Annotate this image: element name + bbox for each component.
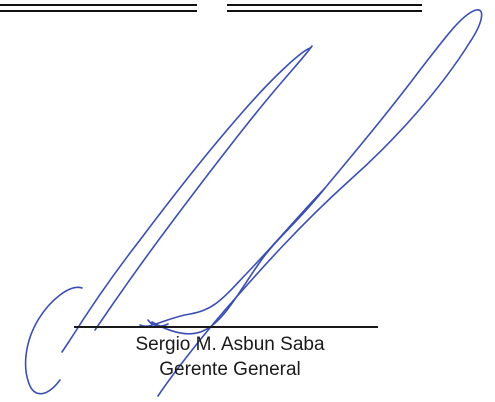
double-rule-right [227, 4, 422, 12]
signature-stroke [147, 319, 169, 327]
signature-stroke [151, 187, 326, 335]
rule-line-top [227, 4, 422, 6]
signer-name: Sergio M. Asbun Saba [135, 334, 325, 355]
signature-stroke [94, 45, 313, 331]
signature-stroke [139, 187, 326, 327]
signer-title: Gerente General [159, 359, 301, 380]
signature-stroke [157, 9, 483, 397]
signature-stroke [24, 286, 83, 395]
signature-line [74, 326, 378, 328]
rule-line-bottom [0, 10, 197, 12]
rule-line-top [0, 4, 197, 6]
double-rule-left [0, 4, 197, 12]
signature-stroke [61, 47, 311, 353]
rule-line-bottom [227, 10, 422, 12]
